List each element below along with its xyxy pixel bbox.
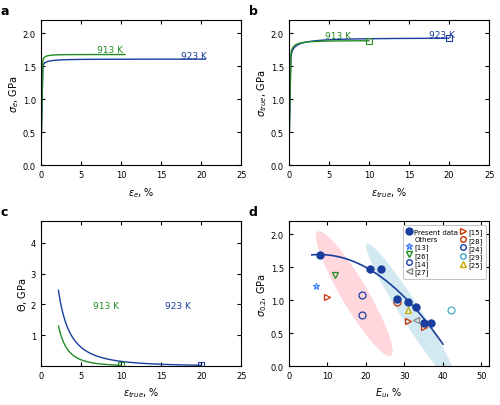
Y-axis label: $\sigma_{0.2}$, GPa: $\sigma_{0.2}$, GPa bbox=[256, 272, 270, 316]
Y-axis label: $\Theta$, GPa: $\Theta$, GPa bbox=[16, 277, 29, 311]
Text: 913 K: 913 K bbox=[97, 46, 123, 55]
Text: 923 K: 923 K bbox=[429, 31, 455, 40]
Ellipse shape bbox=[366, 244, 458, 386]
Y-axis label: $\sigma_{true}$, GPa: $\sigma_{true}$, GPa bbox=[256, 70, 270, 117]
Text: 913 K: 913 K bbox=[93, 301, 119, 311]
Text: b: b bbox=[248, 5, 258, 18]
X-axis label: $\varepsilon_{true}$, %: $\varepsilon_{true}$, % bbox=[370, 185, 407, 199]
Ellipse shape bbox=[316, 232, 392, 356]
X-axis label: $\varepsilon_{true}$, %: $\varepsilon_{true}$, % bbox=[123, 386, 159, 399]
Text: 913 K: 913 K bbox=[325, 32, 351, 41]
Text: 923 K: 923 K bbox=[165, 301, 191, 311]
X-axis label: $\varepsilon_e$, %: $\varepsilon_e$, % bbox=[128, 185, 154, 199]
Text: a: a bbox=[0, 5, 9, 18]
Legend: Present data, Others, [13], [26], [14], [27], [15], [28], [24], [29], [25]: Present data, Others, [13], [26], [14], … bbox=[403, 225, 485, 279]
Text: c: c bbox=[0, 206, 8, 219]
Text: d: d bbox=[248, 206, 258, 219]
Text: 923 K: 923 K bbox=[181, 52, 207, 61]
X-axis label: $E_u$, %: $E_u$, % bbox=[375, 386, 403, 399]
Y-axis label: $\sigma_e$, GPa: $\sigma_e$, GPa bbox=[8, 75, 22, 112]
